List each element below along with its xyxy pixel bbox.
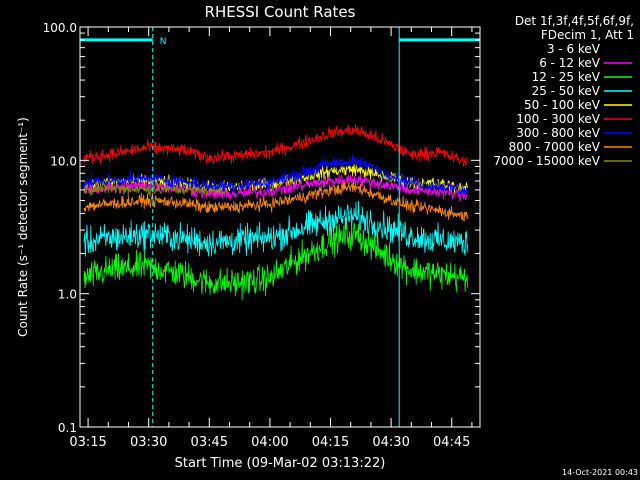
- legend-entry-label: 7000 - 15000 keV: [493, 154, 600, 168]
- legend-entry-label: 3 - 6 keV: [547, 42, 601, 56]
- x-tick-label: 04:15: [312, 435, 349, 450]
- legend-header-line-1: Det 1f,3f,4f,5f,6f,9f,: [515, 14, 634, 28]
- legend-entry-label: 800 - 7000 keV: [509, 140, 601, 154]
- y-tick-label: 10.0: [50, 154, 77, 168]
- x-tick-label: 03:15: [69, 435, 106, 450]
- plot-frame: [79, 26, 481, 428]
- y-tick-label: 0.1: [58, 421, 77, 435]
- legend-entry-label: 100 - 300 keV: [516, 112, 600, 126]
- series-line-7: [83, 180, 468, 222]
- y-axis-label: Count Rate (s⁻¹ detector segment⁻¹): [16, 117, 30, 337]
- x-axis: 03:15 03:30 03:45 04:00 04:15 04:30 04:45: [69, 27, 473, 450]
- legend-entry-label: 6 - 12 keV: [539, 56, 601, 70]
- attenuator-bar-label-0: N: [160, 37, 167, 47]
- y-tick-label: 100.0: [43, 21, 77, 35]
- x-tick-label: 03:45: [191, 435, 228, 450]
- x-tick-label: 04:30: [372, 435, 409, 450]
- series-line-6: [83, 154, 468, 196]
- x-tick-label: 03:30: [130, 435, 167, 450]
- x-tick-label: 04:00: [251, 435, 288, 450]
- legend-entry-label: 50 - 100 keV: [524, 98, 601, 112]
- x-axis-label: Start Time (09-Mar-02 03:13:22): [175, 456, 386, 471]
- legend-entry-label: 300 - 800 keV: [516, 126, 600, 140]
- x-tick-label: 04:45: [433, 435, 470, 450]
- legend: Det 1f,3f,4f,5f,6f,9f, FDecim 1, Att 1 3…: [493, 14, 634, 168]
- series-layer: [83, 124, 468, 327]
- date-stamp: 14-Oct-2021 00:43: [562, 468, 638, 477]
- series-line-0: [83, 222, 468, 327]
- legend-entry-label: 12 - 25 keV: [532, 70, 601, 84]
- chart-title: RHESSI Count Rates: [205, 3, 356, 21]
- series-line-8: [83, 181, 226, 197]
- series-line-5: [83, 124, 468, 167]
- legend-entry-label: 25 - 50 keV: [532, 84, 601, 98]
- y-tick-label: 1.0: [58, 288, 77, 302]
- series-line-3: [83, 200, 468, 257]
- legend-header-line-2: FDecim 1, Att 1: [541, 28, 634, 42]
- y-axis: 0.1 1.0 10.0 100.0: [43, 21, 480, 435]
- series-line-2: [83, 220, 468, 301]
